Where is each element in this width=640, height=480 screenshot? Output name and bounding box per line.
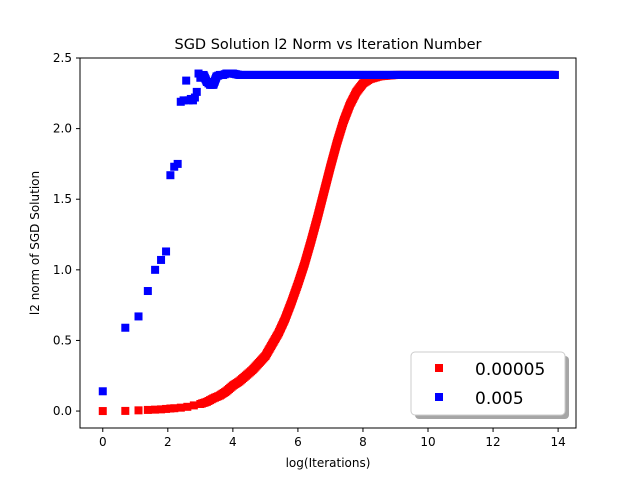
y-axis-label: l2 norm of SGD Solution — [28, 171, 42, 315]
legend-label-series-2: 0.005 — [475, 389, 524, 409]
x-tick-label: 2 — [164, 435, 172, 449]
series-layer — [98, 69, 559, 416]
y-tick-label: 1.0 — [53, 263, 72, 277]
data-point — [134, 406, 143, 415]
data-point — [173, 159, 182, 168]
x-tick-label: 14 — [550, 435, 565, 449]
data-point — [192, 87, 201, 96]
data-point — [134, 312, 143, 321]
y-tick-label: 2.0 — [53, 122, 72, 136]
data-point — [189, 401, 198, 410]
plot-border — [79, 57, 577, 429]
data-point — [182, 76, 191, 85]
data-point — [121, 323, 130, 332]
x-axis: 0 2 4 6 8 10 12 14 — [99, 428, 566, 449]
x-axis-label: log(Iterations) — [286, 456, 371, 470]
legend: 0.00005 0.005 — [410, 351, 569, 419]
data-point — [151, 405, 160, 414]
y-tick-label: 0.0 — [53, 404, 72, 418]
data-point — [143, 287, 152, 296]
legend-marker-series-1 — [435, 364, 443, 372]
data-point — [162, 404, 171, 413]
data-point — [183, 402, 192, 411]
legend-marker-series-2 — [435, 393, 443, 401]
data-point — [550, 70, 559, 79]
x-tick-label: 12 — [485, 435, 500, 449]
data-point — [190, 93, 199, 102]
data-point — [121, 406, 130, 415]
data-point — [98, 407, 107, 416]
y-axis: 0.0 0.5 1.0 1.5 2.0 2.5 — [53, 51, 80, 418]
x-tick-label: 10 — [420, 435, 435, 449]
data-point — [162, 247, 171, 256]
data-point — [143, 405, 152, 414]
data-point — [170, 404, 179, 413]
data-point — [166, 171, 175, 180]
legend-box — [410, 351, 566, 416]
y-tick-label: 1.5 — [53, 192, 72, 206]
series-2 — [98, 69, 559, 396]
x-tick-label: 0 — [99, 435, 107, 449]
data-point — [179, 96, 188, 105]
chart-title: SGD Solution l2 Norm vs Iteration Number — [174, 37, 481, 53]
data-point — [98, 387, 107, 396]
x-tick-label: 8 — [359, 435, 367, 449]
y-tick-label: 0.5 — [53, 333, 72, 347]
legend-label-series-1: 0.00005 — [475, 360, 545, 380]
data-point — [151, 265, 160, 274]
data-point — [176, 403, 185, 412]
data-point — [157, 255, 166, 264]
y-tick-label: 2.5 — [53, 51, 72, 65]
x-tick-label: 4 — [229, 435, 237, 449]
data-point — [157, 405, 166, 414]
x-tick-label: 6 — [294, 435, 302, 449]
plot-area — [79, 57, 577, 429]
